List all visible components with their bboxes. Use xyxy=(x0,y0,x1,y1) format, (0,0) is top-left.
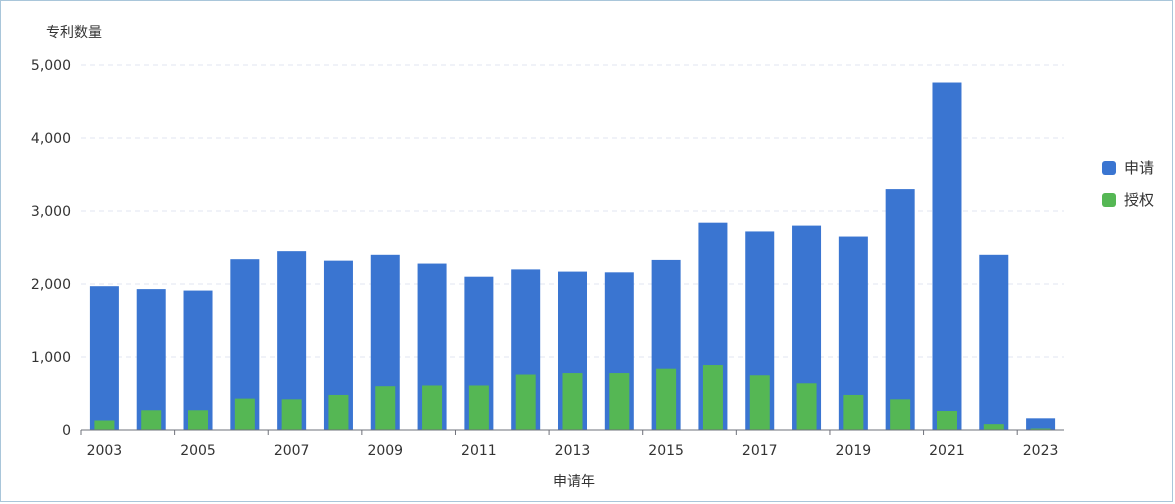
legend-item-1[interactable]: 授权 xyxy=(1102,191,1154,209)
bar-grant-2004[interactable] xyxy=(141,410,162,430)
bar-application-2005[interactable] xyxy=(183,290,213,430)
legend-swatch xyxy=(1102,193,1116,207)
bar-application-2004[interactable] xyxy=(136,289,166,430)
x-tick-label: 2011 xyxy=(461,443,497,459)
bar-grant-2005[interactable] xyxy=(188,410,209,430)
bar-application-2023[interactable] xyxy=(1026,418,1056,430)
y-axis-ticks: 0 1,000 2,000 3,000 4,000 5,000 xyxy=(31,58,71,439)
x-axis-ticks: 2003 2005 2007 2009 2011 2013 2015 2017 2019 2021… xyxy=(87,443,1059,459)
x-tick-label: 2007 xyxy=(274,443,310,459)
bar-grant-2022[interactable] xyxy=(983,424,1004,430)
bar-grant-2011[interactable] xyxy=(468,385,489,430)
bar-application-2003[interactable] xyxy=(89,286,119,430)
bar-grant-2012[interactable] xyxy=(515,374,536,430)
y-tick-label: 3,000 xyxy=(31,204,71,220)
x-tick-label: 2005 xyxy=(180,443,216,459)
y-tick-label: 5,000 xyxy=(31,58,71,74)
y-tick-label: 4,000 xyxy=(31,131,71,147)
bar-grant-2020[interactable] xyxy=(890,399,911,430)
bar-grant-2010[interactable] xyxy=(422,385,443,430)
bar-grant-2014[interactable] xyxy=(609,373,630,430)
x-axis-title: 申请年 xyxy=(553,474,595,490)
legend-label: 授权 xyxy=(1124,191,1154,209)
y-tick-label: 1,000 xyxy=(31,350,71,366)
x-tick-label: 2023 xyxy=(1023,443,1059,459)
axes xyxy=(80,429,1064,435)
x-tick-label: 2009 xyxy=(367,443,403,459)
x-tick-label: 2017 xyxy=(742,443,778,459)
bar-grant-2006[interactable] xyxy=(234,398,255,430)
bar-grant-2021[interactable] xyxy=(936,411,957,430)
x-tick-label: 2013 xyxy=(555,443,591,459)
legend-swatch xyxy=(1102,161,1116,175)
legend-label: 申请 xyxy=(1124,159,1154,177)
bar-grant-2017[interactable] xyxy=(749,375,770,430)
bar-grant-2003[interactable] xyxy=(94,420,115,430)
x-tick-label: 2021 xyxy=(929,443,965,459)
bar-grant-2007[interactable] xyxy=(281,399,302,430)
x-tick-label: 2019 xyxy=(836,443,872,459)
bar-grant-2023[interactable] xyxy=(1030,428,1051,430)
bar-application-2021[interactable] xyxy=(932,82,962,431)
y-axis-title: 专利数量 xyxy=(46,25,102,41)
legend-item-0[interactable]: 申请 xyxy=(1102,159,1154,177)
bar-grant-2015[interactable] xyxy=(656,368,677,430)
bar-grant-2016[interactable] xyxy=(702,365,723,430)
bar-grant-2018[interactable] xyxy=(796,383,817,430)
y-tick-label: 2,000 xyxy=(31,277,71,293)
bars xyxy=(89,82,1056,431)
bar-grant-2008[interactable] xyxy=(328,394,349,430)
bar-grant-2009[interactable] xyxy=(375,386,396,430)
y-tick-label: 0 xyxy=(62,423,71,439)
bar-application-2020[interactable] xyxy=(885,189,915,430)
x-tick-label: 2003 xyxy=(87,443,123,459)
bar-grant-2019[interactable] xyxy=(843,394,864,430)
x-tick-label: 2015 xyxy=(648,443,684,459)
bar-grant-2013[interactable] xyxy=(562,373,583,430)
bar-application-2022[interactable] xyxy=(979,254,1009,430)
